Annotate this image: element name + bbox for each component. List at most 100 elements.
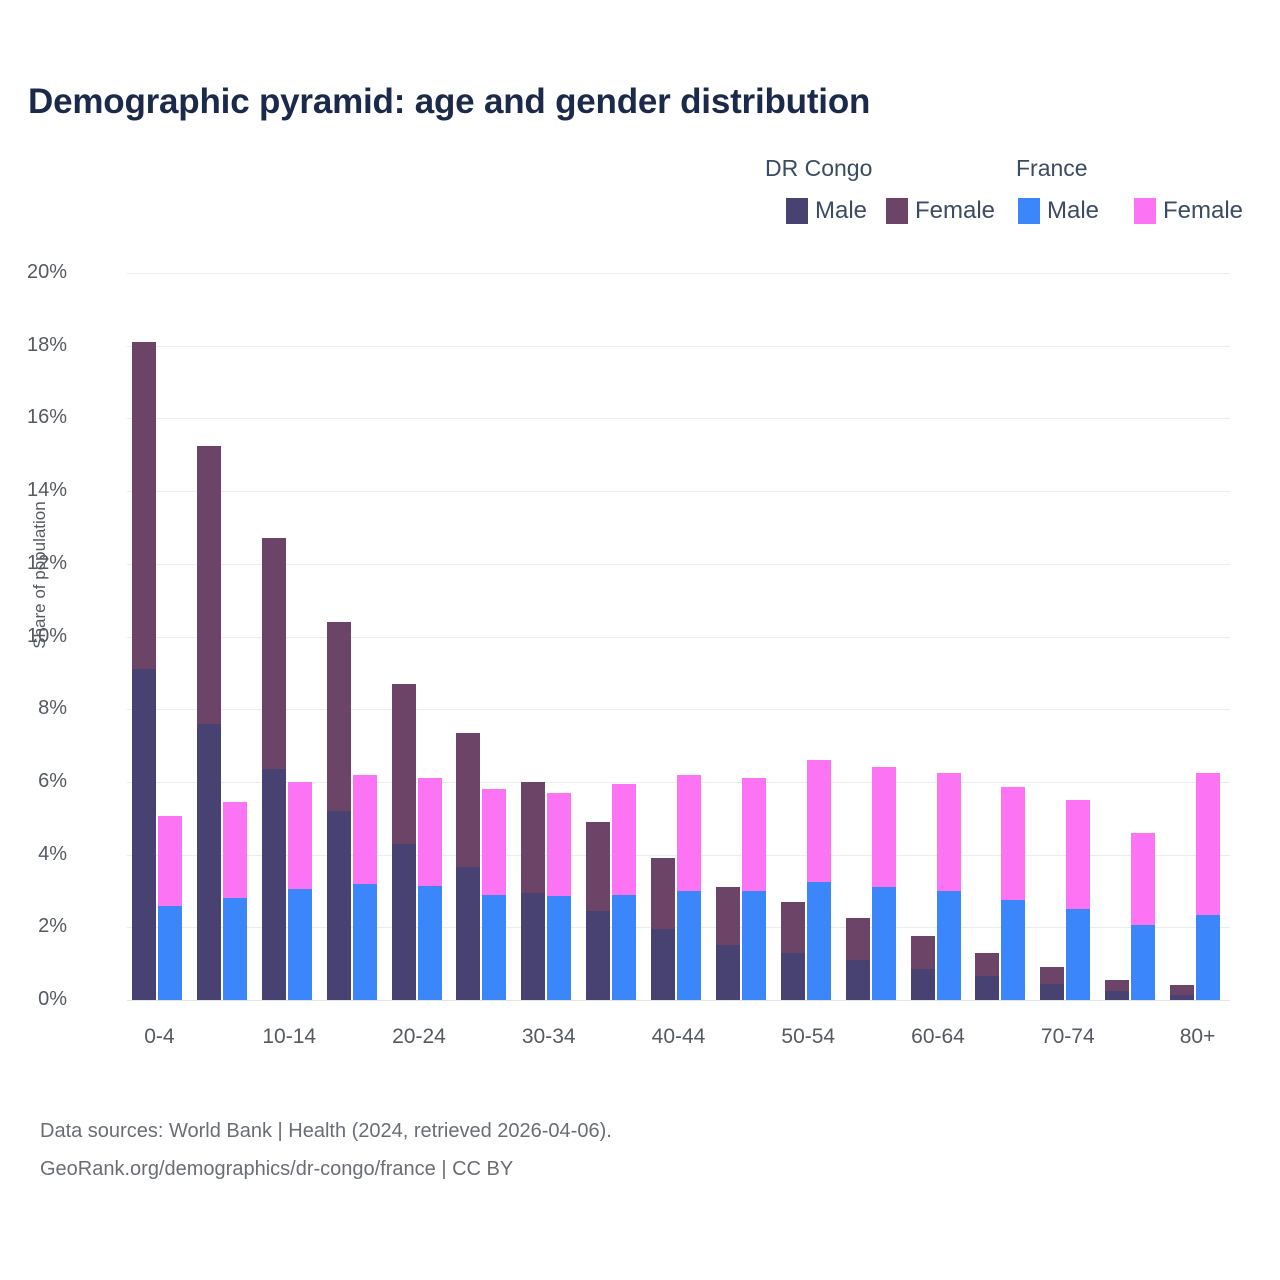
gridline: [127, 273, 1230, 274]
bar-group: [127, 273, 192, 1000]
bar-segment-male[interactable]: [936, 890, 961, 1000]
bar-segment-male[interactable]: [1105, 990, 1130, 1000]
bars-layer: [127, 273, 1230, 1000]
x-axis-tick-label: 20-24: [392, 1025, 446, 1048]
legend-swatch-icon: [1134, 198, 1156, 224]
bar-segment-female[interactable]: [1196, 772, 1221, 915]
bar-segment-female[interactable]: [456, 732, 481, 868]
x-axis-tick-label: 10-14: [262, 1025, 317, 1048]
bar-segment-male[interactable]: [677, 890, 702, 1000]
bar-segment-male[interactable]: [1066, 909, 1091, 1000]
bar-segment-male[interactable]: [196, 723, 221, 1000]
bar-segment-female[interactable]: [715, 887, 740, 946]
bar-segment-female[interactable]: [521, 781, 546, 893]
bar-segment-female[interactable]: [586, 821, 611, 911]
gridline: [127, 636, 1230, 638]
bar-segment-male[interactable]: [586, 910, 611, 1000]
bar-group: [257, 273, 322, 1000]
bar-segment-female[interactable]: [391, 683, 416, 844]
bar-segment-female[interactable]: [1105, 980, 1130, 991]
bar-segment-male[interactable]: [132, 669, 156, 1000]
bar-segment-male[interactable]: [547, 896, 572, 1000]
legend-item-france-male[interactable]: Male: [1018, 197, 1099, 225]
bar-segment-female[interactable]: [677, 774, 702, 891]
y-axis-tick-label: 4%: [38, 842, 67, 865]
y-axis-tick-label: 14%: [26, 479, 67, 502]
bar-segment-male[interactable]: [482, 894, 507, 1000]
bar-segment-male[interactable]: [1196, 914, 1221, 1000]
bar-segment-female[interactable]: [1001, 787, 1026, 901]
gridline: [127, 491, 1230, 493]
bar-segment-female[interactable]: [287, 781, 312, 890]
bar-segment-female[interactable]: [1170, 985, 1195, 995]
bar-segment-male[interactable]: [456, 867, 481, 1000]
bar-group: [1165, 273, 1230, 1000]
bar-segment-male[interactable]: [1040, 983, 1065, 1000]
bar-segment-female[interactable]: [482, 789, 507, 895]
bar-segment-female[interactable]: [741, 778, 766, 891]
bar-segment-female[interactable]: [1066, 800, 1091, 910]
bar-segment-female[interactable]: [871, 767, 896, 888]
bar-segment-female[interactable]: [1131, 832, 1156, 926]
bar-segment-female[interactable]: [196, 445, 221, 724]
bar-segment-female[interactable]: [806, 760, 831, 882]
gridline: [127, 709, 1230, 711]
bar-group: [451, 273, 516, 1000]
bar-segment-female[interactable]: [326, 621, 351, 811]
bar-segment-male[interactable]: [391, 843, 416, 1000]
bar-segment-male[interactable]: [1170, 994, 1195, 1000]
footer-line-sources: Data sources: World Bank | Health (2024,…: [40, 1120, 612, 1142]
bar-segment-male[interactable]: [845, 960, 870, 1000]
gridline: [127, 345, 1230, 347]
bar-segment-female[interactable]: [651, 858, 676, 930]
bar-segment-female[interactable]: [975, 952, 1000, 977]
bar-segment-male[interactable]: [158, 905, 182, 1000]
legend-item-dr-congo-female[interactable]: Female: [886, 197, 995, 225]
bar-segment-female[interactable]: [845, 918, 870, 961]
bar-segment-male[interactable]: [651, 929, 676, 1000]
bar-group: [322, 273, 387, 1000]
bar-segment-male[interactable]: [1001, 900, 1026, 1000]
x-axis-tick-label: 30-34: [521, 1025, 576, 1048]
x-axis-tick-label: 80+: [1179, 1025, 1216, 1048]
bar-segment-female[interactable]: [132, 342, 156, 670]
bar-segment-female[interactable]: [261, 538, 286, 770]
bar-segment-female[interactable]: [352, 774, 377, 884]
legend-swatch-icon: [786, 198, 808, 224]
bar-segment-female[interactable]: [612, 783, 637, 895]
bar-segment-male[interactable]: [715, 945, 740, 1000]
bar-segment-male[interactable]: [521, 892, 546, 1000]
y-axis-tick-label: 16%: [26, 406, 67, 429]
y-axis-tick-label: 8%: [38, 697, 67, 720]
bar-segment-male[interactable]: [871, 887, 896, 1000]
bar-segment-female[interactable]: [158, 816, 182, 906]
bar-segment-female[interactable]: [1040, 967, 1065, 984]
bar-group: [516, 273, 581, 1000]
bar-segment-female[interactable]: [936, 772, 961, 891]
bar-segment-male[interactable]: [612, 894, 637, 1000]
x-axis-line: [127, 1000, 1230, 1001]
bar-segment-female[interactable]: [222, 801, 247, 899]
x-axis-tick-label: 40-44: [651, 1025, 706, 1048]
bar-segment-male[interactable]: [417, 885, 442, 1000]
bar-segment-male[interactable]: [287, 889, 312, 1000]
bar-segment-male[interactable]: [222, 898, 247, 1000]
bar-segment-female[interactable]: [780, 901, 805, 953]
bar-segment-female[interactable]: [910, 936, 935, 970]
bar-segment-male[interactable]: [326, 810, 351, 1000]
bar-segment-male[interactable]: [780, 952, 805, 1000]
footer-line-attribution: GeoRank.org/demographics/dr-congo/france…: [40, 1158, 514, 1180]
bar-group: [841, 273, 906, 1000]
bar-segment-female[interactable]: [417, 778, 442, 886]
bar-segment-male[interactable]: [910, 969, 935, 1000]
legend-item-france-female[interactable]: Female: [1134, 197, 1243, 225]
legend-item-dr-congo-male[interactable]: Male: [786, 197, 867, 225]
bar-segment-male[interactable]: [806, 881, 831, 1000]
bar-segment-male[interactable]: [975, 976, 1000, 1000]
bar-segment-male[interactable]: [261, 769, 286, 1000]
bar-segment-female[interactable]: [547, 792, 572, 897]
bar-segment-male[interactable]: [741, 890, 766, 1000]
legend-item-label: Male: [815, 197, 868, 224]
bar-segment-male[interactable]: [1131, 925, 1156, 1000]
bar-segment-male[interactable]: [352, 883, 377, 1000]
